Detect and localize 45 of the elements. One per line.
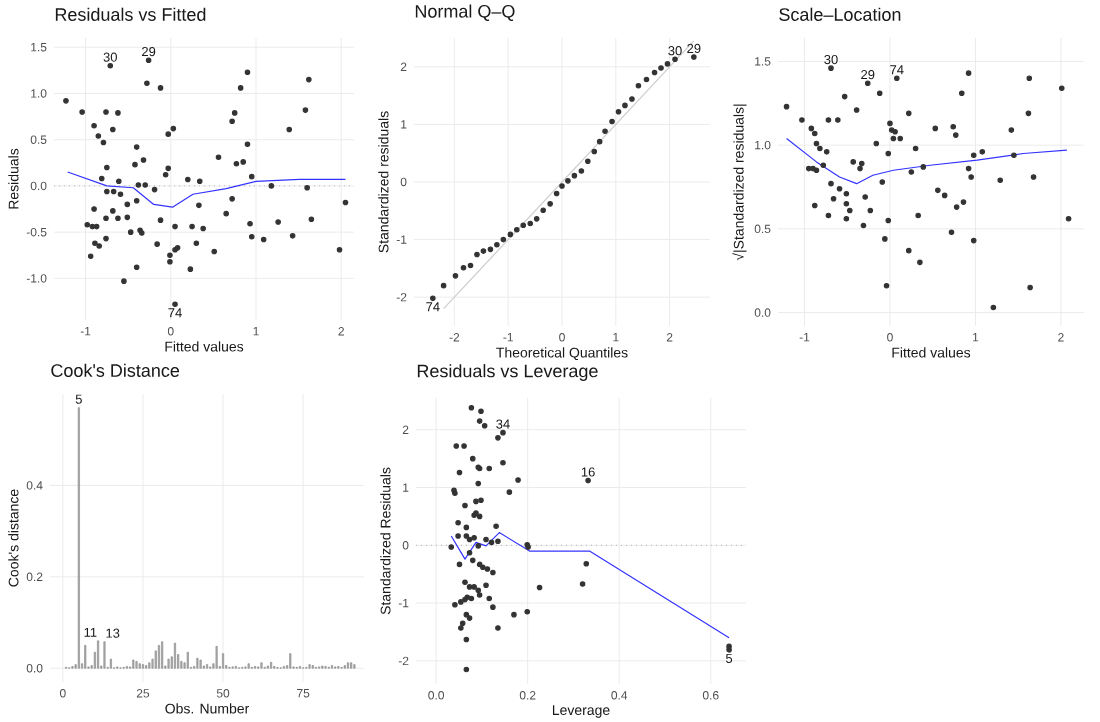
point [629,96,635,102]
point [585,158,591,165]
point [578,168,585,174]
point [520,222,527,228]
point [494,241,500,248]
line-series [785,137,1068,185]
point [658,65,664,71]
point [591,148,598,155]
point [430,295,436,302]
point [507,231,514,238]
point [565,178,571,184]
point [513,226,520,233]
point [527,220,534,227]
point [547,201,553,207]
line-series [450,531,730,639]
point [651,69,658,76]
point [553,190,560,197]
point [559,183,565,189]
point [615,108,622,115]
point [500,236,507,243]
point [691,54,697,60]
point [452,273,459,279]
point [480,248,487,254]
point [533,216,540,222]
point [596,138,603,145]
point [622,102,628,109]
point [609,118,615,125]
point [672,56,678,63]
point [664,61,671,67]
point [440,282,447,289]
line-series [67,171,347,208]
point [635,83,642,89]
chart-title: Scale–Location [779,7,901,21]
point [602,128,608,135]
chart-title: Residuals vs Leverage [417,364,598,381]
point [540,207,546,214]
chart-title: Cook's Distance [51,363,180,377]
point [467,262,474,269]
point [474,251,480,258]
point [460,265,467,271]
point [571,172,578,179]
chart-title: Residuals vs Fitted [55,7,206,21]
point [643,76,650,83]
chart-title: Normal Q–Q [415,4,515,21]
point [487,246,494,253]
